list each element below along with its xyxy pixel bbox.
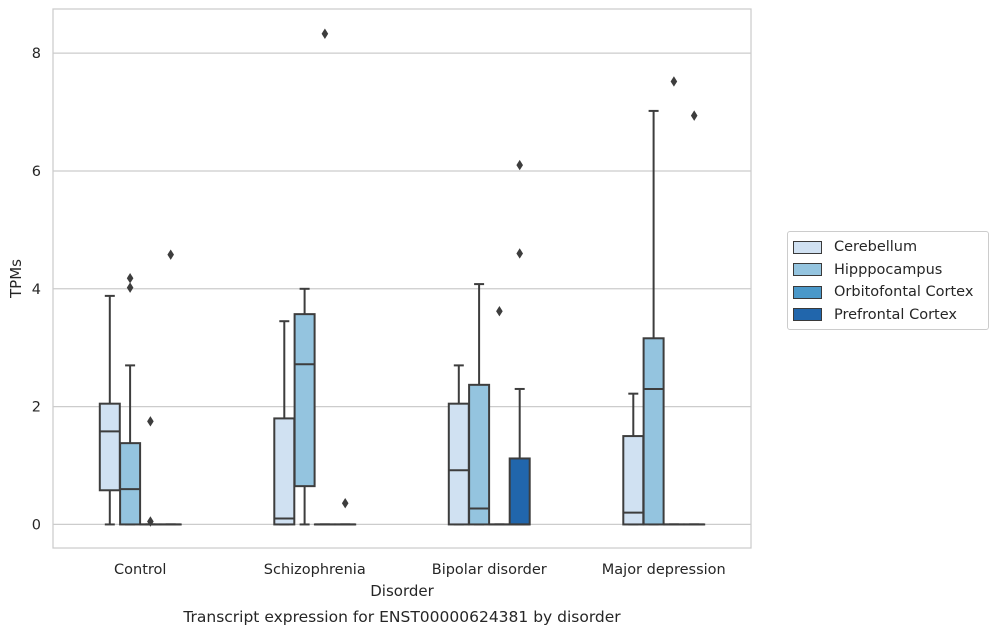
plot-area-frame xyxy=(52,8,752,549)
box-orbitofontal-cortex xyxy=(662,76,685,526)
box-hipppocampus xyxy=(293,287,316,526)
box-body xyxy=(622,435,645,526)
outlier-point xyxy=(126,282,134,293)
y-tick-labels: 0 2 4 6 8 xyxy=(32,46,41,533)
y-tick-label: 2 xyxy=(32,400,41,416)
legend-swatch xyxy=(793,263,822,277)
box-hipppocampus xyxy=(642,109,665,526)
box-prefrontal-cortex xyxy=(159,249,182,526)
legend-item: Orbitofontal Cortex xyxy=(788,281,988,304)
box-cerebellum xyxy=(447,364,470,526)
box-cerebellum xyxy=(273,320,296,526)
outlier-point xyxy=(516,159,523,171)
box-body xyxy=(98,402,121,492)
outlier-point xyxy=(167,249,174,260)
box-hipppocampus xyxy=(119,273,142,526)
box-prefrontal-cortex xyxy=(334,498,357,526)
box-prefrontal-cortex xyxy=(508,159,531,526)
box-body xyxy=(508,457,531,526)
outlier-point xyxy=(341,498,349,509)
box-hipppocampus xyxy=(468,283,491,526)
legend-label: Prefrontal Cortex xyxy=(834,306,957,323)
outlier-point xyxy=(126,273,134,284)
outlier-point xyxy=(496,305,503,317)
x-tick-label: Bipolar disorder xyxy=(432,562,547,578)
x-tick-labels: Control Schizophrenia Bipolar disorder Majo… xyxy=(114,562,726,578)
outlier-point xyxy=(147,516,154,527)
box-cerebellum xyxy=(622,392,645,526)
chart-title: Transcript expression for ENST0000062438… xyxy=(182,608,621,626)
legend-item: Hipppocampus xyxy=(788,259,988,282)
outlier-point xyxy=(690,110,698,121)
box-prefrontal-cortex xyxy=(683,110,706,526)
outlier-point xyxy=(147,416,154,427)
outlier-point xyxy=(321,28,329,39)
y-tick-label: 8 xyxy=(32,46,41,62)
legend-label: Cerebellum xyxy=(834,239,918,256)
legend-item: Prefrontal Cortex xyxy=(788,304,988,327)
box-body xyxy=(273,417,296,526)
box-body xyxy=(119,442,142,526)
legend-swatch xyxy=(793,285,822,299)
x-axis-label: Disorder xyxy=(370,582,434,600)
legend-label: Orbitofontal Cortex xyxy=(834,284,974,301)
box-plot-layer xyxy=(98,28,706,527)
legend-swatch xyxy=(793,308,822,322)
box-body xyxy=(293,313,316,488)
box-body xyxy=(468,383,491,526)
legend: Cerebellum Hipppocampus Orbitofontal Corte… xyxy=(787,231,989,330)
y-tick-label: 6 xyxy=(32,164,41,180)
legend-item: Cerebellum xyxy=(788,236,988,259)
outlier-point xyxy=(516,248,523,259)
box-orbitofontal-cortex xyxy=(313,28,336,526)
x-tick-label: Schizophrenia xyxy=(264,562,366,578)
box-body xyxy=(447,402,470,526)
x-tick-label: Control xyxy=(114,562,166,578)
box-body xyxy=(642,337,665,526)
outlier-point xyxy=(670,76,678,87)
x-tick-label: Major depression xyxy=(602,562,726,578)
y-tick-label: 0 xyxy=(32,517,41,533)
box-orbitofontal-cortex xyxy=(139,416,162,527)
legend-swatch xyxy=(793,240,822,254)
box-cerebellum xyxy=(98,294,121,526)
box-orbitofontal-cortex xyxy=(488,305,511,526)
y-tick-label: 4 xyxy=(32,282,41,298)
y-axis-label: TPMs xyxy=(7,259,25,299)
legend-label: Hipppocampus xyxy=(834,261,943,278)
